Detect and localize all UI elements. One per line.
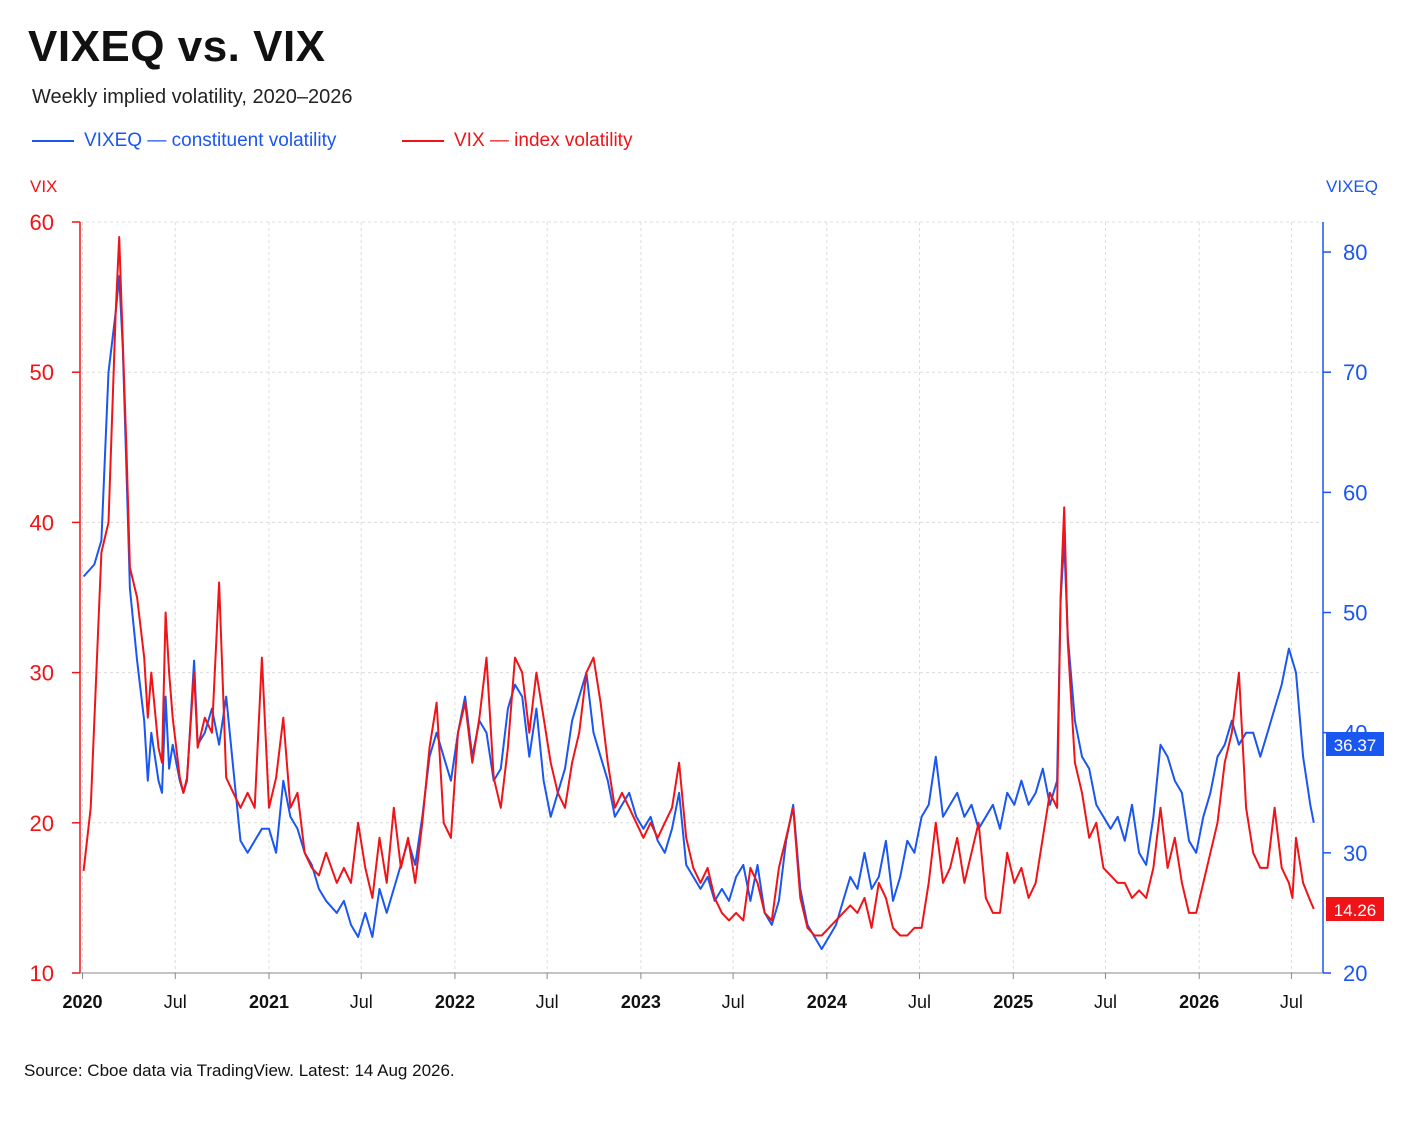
x-tick-label: 2024	[807, 992, 847, 1012]
right-tick-label: 60	[1343, 480, 1367, 505]
legend-swatch-vixeq	[32, 140, 74, 142]
x-tick-label: 2025	[993, 992, 1033, 1012]
legend-label-vixeq: VIXEQ — constituent volatility	[84, 130, 337, 151]
x-tick-label: Jul	[350, 992, 373, 1012]
x-tick-label: Jul	[164, 992, 187, 1012]
left-tick-label: 20	[30, 811, 54, 836]
left-axis-title: VIX	[30, 177, 58, 196]
right-tick-label: 70	[1343, 360, 1367, 385]
x-tick-label: Jul	[722, 992, 745, 1012]
series-line-vix	[82, 236, 1315, 937]
x-tick-label: 2020	[63, 992, 103, 1012]
last-value-label: 36.37	[1334, 736, 1377, 755]
x-tick-label: 2022	[435, 992, 475, 1012]
last-value-badge	[1326, 732, 1384, 756]
left-tick-label: 60	[30, 210, 54, 235]
right-tick-label: 50	[1343, 601, 1367, 626]
legend-item-vix: VIX — index volatility	[402, 130, 632, 152]
x-tick-label: 2026	[1179, 992, 1219, 1012]
left-tick-label: 30	[30, 661, 54, 686]
right-tick-label: 20	[1343, 961, 1367, 986]
x-tick-label: Jul	[1094, 992, 1117, 1012]
x-tick-label: Jul	[908, 992, 931, 1012]
right-axis-title: VIXEQ	[1326, 177, 1378, 196]
x-tick-label: Jul	[536, 992, 559, 1012]
x-tick-label: 2021	[249, 992, 289, 1012]
legend-item-vixeq: VIXEQ — constituent volatility	[32, 130, 336, 152]
chart-title: VIXEQ vs. VIX	[28, 22, 326, 71]
last-value-badge	[1326, 897, 1384, 922]
x-tick-label: Jul	[1280, 992, 1303, 1012]
source-note: Source: Cboe data via TradingView. Lates…	[24, 1061, 455, 1080]
left-tick-label: 40	[30, 510, 54, 535]
legend-swatch-vix	[402, 140, 444, 142]
series-line-vixeq	[82, 275, 1315, 950]
chart-subtitle: Weekly implied volatility, 2020–2026	[32, 86, 353, 108]
legend-label-vix: VIX — index volatility	[454, 130, 633, 151]
right-tick-label: 80	[1343, 240, 1367, 265]
right-tick-label: 30	[1343, 841, 1367, 866]
x-tick-label: 2023	[621, 992, 661, 1012]
left-tick-label: 10	[30, 961, 54, 986]
left-tick-label: 50	[30, 360, 54, 385]
last-value-label: 14.26	[1334, 901, 1377, 920]
